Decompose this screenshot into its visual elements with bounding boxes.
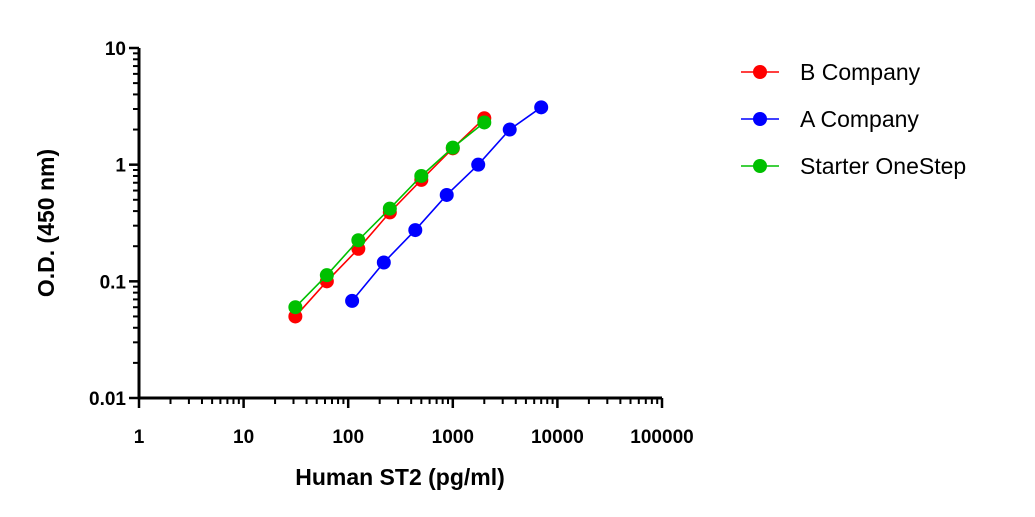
legend-label: A Company bbox=[800, 106, 919, 132]
y-tick-label: 10 bbox=[105, 39, 126, 60]
legend-marker bbox=[753, 112, 767, 126]
data-point bbox=[351, 233, 366, 248]
plot-series bbox=[288, 100, 549, 324]
x-ticks: 1 10 100 1000 10000 100000 bbox=[134, 398, 694, 448]
series-line bbox=[351, 106, 542, 302]
x-tick-label: 1000 bbox=[432, 427, 474, 448]
data-point bbox=[376, 255, 391, 270]
y-tick-label: 1 bbox=[115, 156, 126, 177]
data-point bbox=[439, 187, 454, 202]
data-point bbox=[445, 140, 460, 155]
legend: B Company A Company Starter OneStep bbox=[741, 59, 966, 179]
x-tick-label: 100000 bbox=[630, 427, 693, 448]
y-ticks: 0.01 0.1 1 10 bbox=[89, 39, 139, 410]
data-point bbox=[345, 293, 360, 308]
x-axis-title: Human ST2 (pg/ml) bbox=[295, 464, 505, 490]
legend-label: B Company bbox=[800, 59, 921, 85]
data-point bbox=[414, 168, 429, 183]
y-tick-label: 0.1 bbox=[100, 272, 127, 293]
y-axis-title: O.D. (450 nm) bbox=[33, 149, 59, 297]
series-1 bbox=[288, 111, 492, 324]
x-tick-label: 10 bbox=[233, 427, 254, 448]
series-3 bbox=[288, 115, 492, 315]
legend-item: B Company bbox=[741, 59, 921, 85]
data-point bbox=[534, 100, 549, 115]
axes: 1 10 100 1000 10000 100000 0.01 0.1 1 10 Human S… bbox=[33, 39, 694, 490]
data-point bbox=[477, 115, 492, 130]
data-point bbox=[382, 201, 397, 216]
data-point bbox=[319, 268, 334, 283]
data-point bbox=[408, 223, 423, 238]
x-tick-label: 100 bbox=[332, 427, 364, 448]
data-point bbox=[502, 122, 517, 137]
legend-marker bbox=[753, 159, 767, 173]
y-tick-label: 0.01 bbox=[89, 389, 126, 410]
x-tick-label: 1 bbox=[134, 427, 145, 448]
data-point bbox=[288, 300, 303, 315]
legend-label: Starter OneStep bbox=[800, 153, 966, 179]
series-2 bbox=[345, 100, 549, 308]
legend-marker bbox=[753, 65, 767, 79]
data-point bbox=[471, 157, 486, 172]
legend-item: Starter OneStep bbox=[741, 153, 966, 179]
legend-item: A Company bbox=[741, 106, 919, 132]
x-tick-label: 10000 bbox=[531, 427, 584, 448]
